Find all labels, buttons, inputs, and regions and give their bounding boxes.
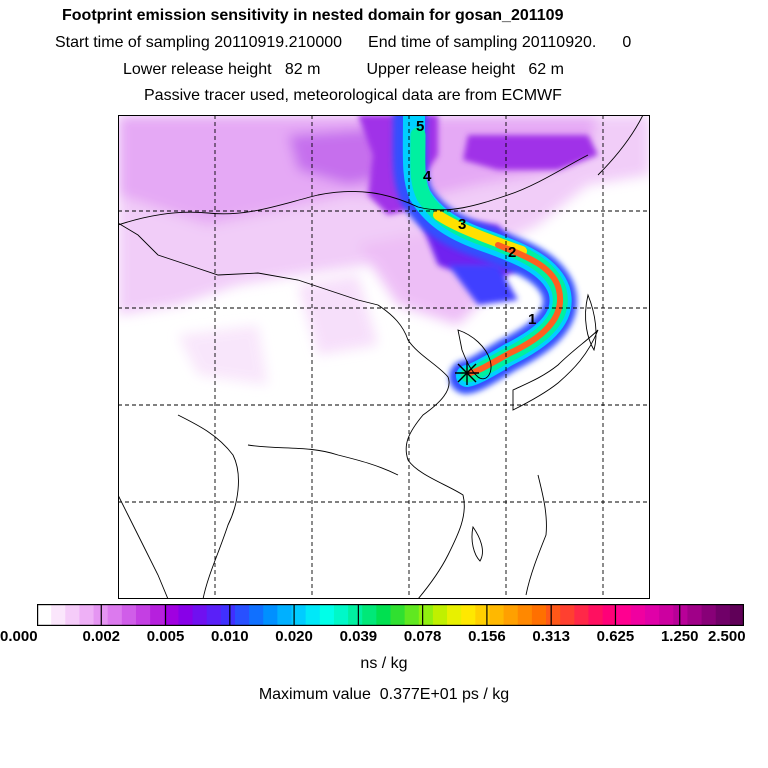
- colorbar-tick-label: 0.020: [275, 628, 313, 645]
- end-value: 20110920.: [521, 34, 597, 51]
- colorbar-segment: [178, 604, 194, 626]
- upper-label: Upper release height: [366, 61, 516, 78]
- colorbar: [37, 604, 744, 626]
- colorbar-segment: [79, 604, 95, 626]
- colorbar-segment: [687, 604, 703, 626]
- colorbar-segment: [319, 604, 335, 626]
- colorbar-segment: [531, 604, 547, 626]
- max-label: Maximum value: [258, 686, 371, 703]
- colorbar-segment: [673, 604, 689, 626]
- colorbar-segment: [135, 604, 151, 626]
- upper-value: 62 m: [528, 61, 564, 78]
- colorbar-segment: [65, 604, 81, 626]
- colorbar-segment: [51, 604, 66, 626]
- colorbar-segment: [107, 604, 123, 626]
- colorbar-tick-label: 0.010: [211, 628, 249, 645]
- colorbar-segment: [291, 604, 307, 626]
- colorbar-segment: [192, 604, 208, 626]
- colorbar-segment: [659, 604, 674, 626]
- info-line: Passive tracer used, meteorological data…: [144, 87, 562, 104]
- colorbar-segment: [164, 604, 179, 626]
- start-label: Start time of sampling: [55, 34, 210, 51]
- colorbar-segment: [630, 604, 646, 626]
- colorbar-segment: [376, 604, 392, 626]
- colorbar-segment: [560, 604, 575, 626]
- colorbar-segment: [150, 604, 165, 626]
- colorbar-tick-label: 0.005: [146, 628, 185, 645]
- colorbar-segment: [645, 604, 660, 626]
- colorbar-segment: [489, 604, 505, 626]
- colorbar-segment: [390, 604, 406, 626]
- start-value: 20110919.210000: [214, 34, 343, 51]
- plume: [392, 115, 577, 394]
- colorbar-segment: [234, 604, 250, 626]
- lower-value: 82 m: [284, 61, 321, 78]
- colorbar-unit: ns / kg: [360, 655, 408, 672]
- colorbar-segment: [701, 604, 717, 626]
- colorbar-segment: [461, 604, 476, 626]
- coastlines: [118, 115, 644, 599]
- colorbar-tick-label: 0.156: [468, 628, 506, 645]
- colorbar-segment: [546, 604, 561, 626]
- colorbar-segment: [432, 604, 448, 626]
- colorbar-tick-label: 0.000: [0, 628, 38, 645]
- colorbar-segment: [616, 604, 632, 626]
- colorbar-segment: [404, 604, 420, 626]
- max-value: 0.377E+01 ps / kg: [379, 686, 510, 703]
- colorbar-segment: [602, 604, 618, 626]
- colorbar-tick-label: 0.313: [532, 628, 570, 645]
- age-label-1: 1: [528, 311, 536, 328]
- colorbar-tick-label: 0.625: [596, 628, 635, 645]
- colorbar-segment: [475, 604, 491, 626]
- graticule: [118, 115, 650, 599]
- colorbar-segment: [517, 604, 533, 626]
- colorbar-segment: [220, 604, 236, 626]
- footprint-map: 1 2 3 4 5: [118, 115, 650, 599]
- colorbar-segment: [206, 604, 222, 626]
- colorbar-segment: [362, 604, 377, 626]
- sampling-line: Start time of sampling 20110919.210000 En…: [55, 34, 631, 52]
- lower-label: Lower release height: [123, 61, 272, 78]
- age-label-2: 2: [508, 244, 516, 261]
- colorbar-segment: [121, 604, 137, 626]
- end-label: End time of sampling: [368, 34, 518, 51]
- station-asterisk-icon: [455, 361, 479, 385]
- age-label-4: 4: [423, 168, 432, 185]
- colorbar-segment: [263, 604, 278, 626]
- colorbar-segment: [305, 604, 321, 626]
- colorbar-segment: [249, 604, 264, 626]
- age-label-5: 5: [416, 118, 424, 135]
- colorbar-tick-label: 0.039: [339, 628, 378, 645]
- colorbar-segment: [503, 604, 519, 626]
- map-title: Footprint emission sensitivity in nested…: [62, 7, 564, 24]
- colorbar-segment: [574, 604, 590, 626]
- colorbar-segment: [277, 604, 293, 626]
- age-label-3: 3: [458, 216, 466, 233]
- colorbar-segment: [333, 604, 349, 626]
- colorbar-tick-label: 2.500: [708, 628, 746, 645]
- colorbar-segment: [588, 604, 604, 626]
- colorbar-segment: [715, 604, 731, 626]
- colorbar-segment: [729, 604, 744, 626]
- colorbar-tick-label: 0.002: [82, 628, 121, 645]
- colorbar-tick-label: 1.250: [660, 628, 699, 645]
- colorbar-segment: [418, 604, 434, 626]
- end-suffix: 0: [622, 34, 632, 51]
- colorbar-segment: [348, 604, 363, 626]
- max-value-line: Maximum value 0.377E+01 ps / kg: [0, 686, 768, 704]
- colorbar-tick-label: 0.078: [403, 628, 442, 645]
- colorbar-segment: [447, 604, 462, 626]
- colorbar-segment: [37, 604, 52, 626]
- release-line: Lower release height 82 m Upper release h…: [123, 61, 564, 79]
